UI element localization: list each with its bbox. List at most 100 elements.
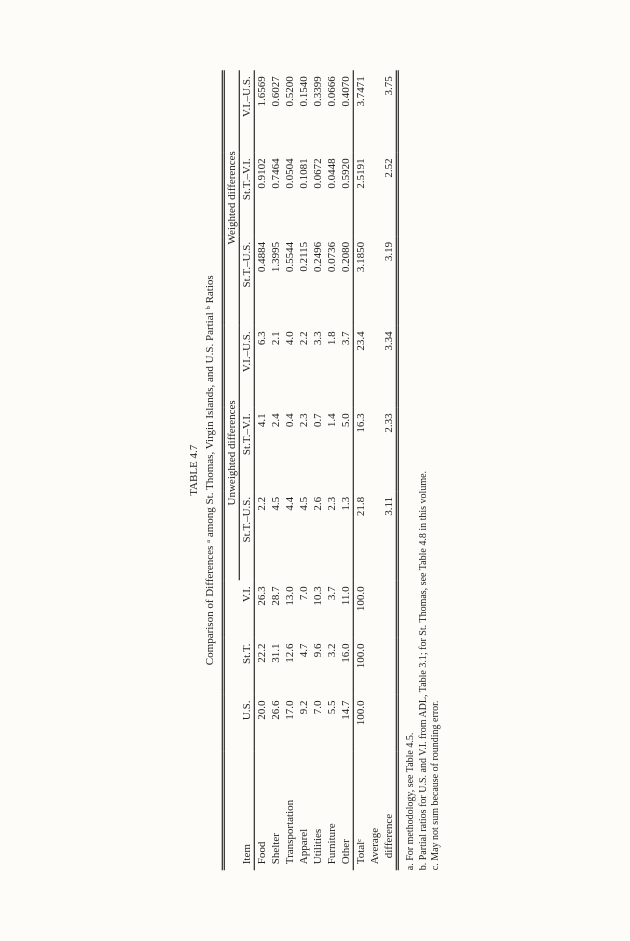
cell: Average <box>368 752 382 871</box>
cell: 0.1540 <box>297 71 311 153</box>
cell: 26.3 <box>254 581 269 638</box>
cell <box>368 695 382 752</box>
blank <box>223 752 239 871</box>
spanner-unweighted: Unweighted differences <box>223 326 239 581</box>
cell: 9.6 <box>311 638 325 695</box>
cell: 0.1081 <box>297 153 311 237</box>
h-stt-us-u: St.T.–U.S. <box>239 491 254 581</box>
cell: 0.5200 <box>283 71 297 153</box>
cell: 2.1 <box>269 326 283 408</box>
cell: 0.5544 <box>283 236 297 326</box>
cell: 2.2 <box>297 326 311 408</box>
cell: difference <box>382 752 398 871</box>
spanner-weighted: Weighted differences <box>223 71 239 326</box>
table-caption: Comparison of Differences ᵃ among St. Th… <box>204 71 216 871</box>
blank <box>223 695 239 752</box>
cell: 0.2115 <box>297 236 311 326</box>
cell <box>382 695 398 752</box>
cell: 10.3 <box>311 581 325 638</box>
cell: 7.0 <box>297 581 311 638</box>
table-label: TABLE 4.7 <box>188 71 200 871</box>
cell <box>368 491 382 581</box>
cell: 5.5 <box>325 695 339 752</box>
cell: Food <box>254 752 269 871</box>
cell <box>382 638 398 695</box>
h-vi: V.I. <box>239 581 254 638</box>
cell <box>382 581 398 638</box>
cell: 23.4 <box>353 326 368 408</box>
cell: 1.4 <box>325 408 339 492</box>
table-body: Food20.022.226.32.24.16.30.48840.91021.6… <box>254 71 397 871</box>
table-row: Furniture5.53.23.72.31.41.80.07360.04480… <box>325 71 339 871</box>
cell: 3.7 <box>339 326 354 408</box>
cell: Transportation <box>283 752 297 871</box>
cell: 100.0 <box>353 638 368 695</box>
cell: 2.4 <box>269 408 283 492</box>
cell: 0.0448 <box>325 153 339 237</box>
table-row: Transportation17.012.613.04.40.44.00.554… <box>283 71 297 871</box>
footnotes: a. For methodology, see Table 4.5. b. Pa… <box>405 71 443 871</box>
cell: 2.3 <box>325 491 339 581</box>
cell <box>368 581 382 638</box>
cell: 4.5 <box>297 491 311 581</box>
h-vi-us-u: V.I.–U.S. <box>239 326 254 408</box>
cell <box>368 638 382 695</box>
h-item: Item <box>239 752 254 871</box>
cell: 0.3399 <box>311 71 325 153</box>
cell: 2.5191 <box>353 153 368 237</box>
cell: Totalᶜ <box>353 752 368 871</box>
cell: Utilities <box>311 752 325 871</box>
cell: 20.0 <box>254 695 269 752</box>
header-spanner-row: Unweighted differences Weighted differen… <box>223 71 239 871</box>
cell: 13.0 <box>283 581 297 638</box>
cell: 4.0 <box>283 326 297 408</box>
h-stt-vi-w: St.T.–V.I. <box>239 153 254 237</box>
cell: 0.9102 <box>254 153 269 237</box>
footnote-c: c. May not sum because of rounding error… <box>430 71 443 871</box>
cell: 3.11 <box>382 491 398 581</box>
table-row: Shelter26.631.128.74.52.42.11.39950.7464… <box>269 71 283 871</box>
cell: 1.6569 <box>254 71 269 153</box>
cell: 3.75 <box>382 71 398 153</box>
cell: 2.6 <box>311 491 325 581</box>
cell: 0.2496 <box>311 236 325 326</box>
cell: 2.33 <box>382 408 398 492</box>
cell: 3.1850 <box>353 236 368 326</box>
cell: 2.2 <box>254 491 269 581</box>
h-stt-vi-u: St.T.–V.I. <box>239 408 254 492</box>
table-row: Apparel9.24.77.04.52.32.20.21150.10810.1… <box>297 71 311 871</box>
cell: 4.5 <box>269 491 283 581</box>
cell: 1.8 <box>325 326 339 408</box>
h-stt: St.T. <box>239 638 254 695</box>
cell: 2.52 <box>382 153 398 237</box>
cell: Furniture <box>325 752 339 871</box>
cell: 4.1 <box>254 408 269 492</box>
cell <box>368 71 382 153</box>
table-row: Other14.716.011.01.35.03.70.20800.59200.… <box>339 71 354 871</box>
cell: 100.0 <box>353 581 368 638</box>
cell: 3.19 <box>382 236 398 326</box>
cell: 0.0666 <box>325 71 339 153</box>
cell: 3.7471 <box>353 71 368 153</box>
cell: 4.7 <box>297 638 311 695</box>
table-sheet: TABLE 4.7 Comparison of Differences ᵃ am… <box>188 71 443 871</box>
cell: 17.0 <box>283 695 297 752</box>
cell: 22.2 <box>254 638 269 695</box>
table-row: Food20.022.226.32.24.16.30.48840.91021.6… <box>254 71 269 871</box>
cell: 0.0672 <box>311 153 325 237</box>
cell: 0.7464 <box>269 153 283 237</box>
cell: 3.2 <box>325 638 339 695</box>
cell: 11.0 <box>339 581 354 638</box>
header-row: Item U.S. St.T. V.I. St.T.–U.S. St.T.–V.… <box>239 71 254 871</box>
blank <box>223 638 239 695</box>
cell: 12.6 <box>283 638 297 695</box>
cell: 0.4 <box>283 408 297 492</box>
cell: 0.0504 <box>283 153 297 237</box>
average-row-values: difference3.112.333.343.192.523.75 <box>382 71 398 871</box>
h-us: U.S. <box>239 695 254 752</box>
cell: 26.6 <box>269 695 283 752</box>
cell: 9.2 <box>297 695 311 752</box>
cell: 100.0 <box>353 695 368 752</box>
cell: 21.8 <box>353 491 368 581</box>
blank <box>223 581 239 638</box>
